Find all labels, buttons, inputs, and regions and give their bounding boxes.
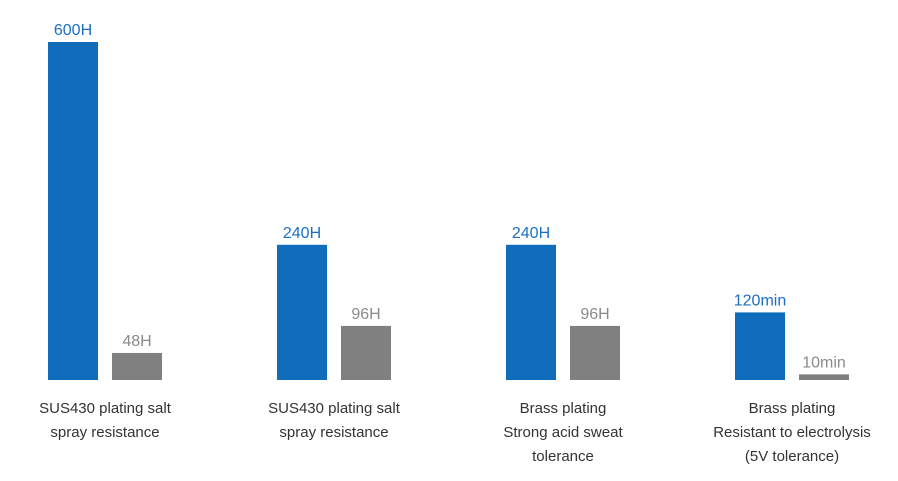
category-label: spray resistance [279,424,388,441]
bar [570,325,620,380]
category-label: (5V tolerance) [745,448,839,465]
value-label: 240H [512,225,550,242]
value-label: 10min [802,354,846,371]
bar [506,244,556,380]
category-label: Strong acid sweat [503,424,623,441]
category-label: Brass plating [749,400,836,417]
value-label: 96H [351,306,380,323]
bar [735,312,785,380]
value-label: 96H [580,306,609,323]
bar [341,325,391,380]
bar [112,352,162,380]
category-label: SUS430 plating salt [268,400,401,417]
bar [799,374,849,380]
category-label: SUS430 plating salt [39,400,172,417]
category-label: Resistant to electrolysis [713,424,871,441]
bar [277,244,327,380]
value-label: 120min [734,292,786,309]
bar [48,42,98,380]
value-label: 48H [122,333,151,350]
category-label: spray resistance [50,424,159,441]
value-label: 240H [283,225,321,242]
category-label: Brass plating [520,400,607,417]
value-label: 600H [54,22,92,39]
category-label: tolerance [532,448,594,465]
